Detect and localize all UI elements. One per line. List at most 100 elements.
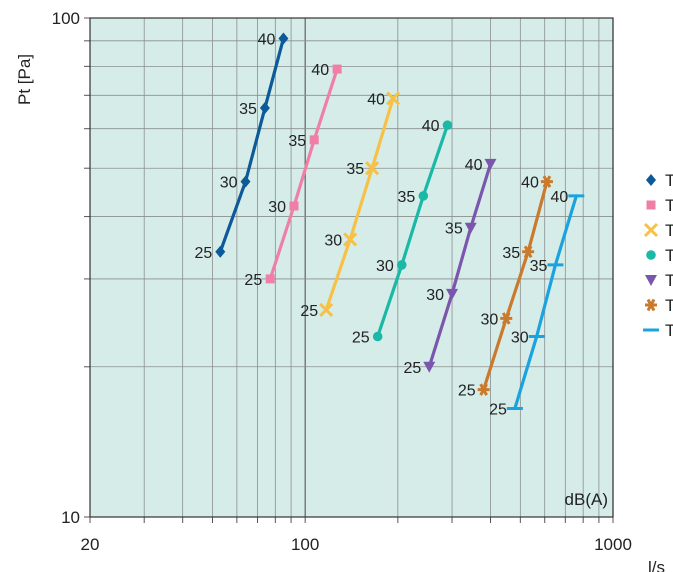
point-label: 30 [376, 258, 394, 275]
series-6: 25 30 35 40 [458, 175, 553, 400]
data-point [418, 191, 429, 201]
legend-label: T [665, 296, 673, 315]
data-point [446, 288, 459, 300]
data-point [365, 161, 380, 176]
point-label: 35 [502, 245, 520, 262]
x-axis-label: l/s [648, 558, 665, 572]
data-point [278, 32, 289, 45]
point-label: 25 [244, 272, 262, 289]
data-point [396, 260, 407, 270]
series-line [482, 180, 549, 392]
point-label: 25 [300, 303, 318, 320]
point-label: 30 [324, 232, 342, 249]
data-point [643, 222, 659, 238]
legend-label: T [665, 196, 673, 215]
x-tick-label: 20 [81, 535, 100, 554]
point-label: 35 [346, 161, 364, 178]
point-label: 25 [403, 360, 421, 377]
data-point [645, 298, 657, 312]
legend-label: T [665, 171, 673, 190]
tick-labels: 20 100 1000 10 100 [52, 9, 632, 554]
series-line [427, 162, 493, 369]
legend-label: T [665, 246, 673, 265]
legend-item: T [646, 171, 673, 190]
data-point [522, 245, 535, 259]
point-label: 35 [288, 133, 306, 150]
plot-frame [89, 17, 614, 518]
point-label: 35 [398, 189, 416, 206]
series-2: 25 30 35 40 [244, 62, 342, 289]
series-4: 25 30 35 40 [352, 118, 453, 346]
point-label: 35 [239, 101, 257, 118]
legend-label: T [665, 221, 673, 240]
point-label: 40 [465, 157, 483, 174]
data-point [215, 245, 226, 258]
series-5: 25 30 35 40 [403, 157, 497, 377]
series-line [218, 36, 286, 254]
point-label: 30 [426, 287, 444, 304]
point-label: 35 [445, 221, 463, 238]
series-7: 25 30 35 40 [489, 189, 585, 418]
data-point [309, 135, 319, 145]
series-line [513, 194, 578, 411]
data-point [646, 174, 656, 186]
data-point [423, 361, 436, 373]
data-point [484, 158, 497, 170]
data-point [646, 200, 656, 210]
legend-item: T [643, 221, 673, 240]
x-tick-label: 100 [291, 535, 319, 554]
legend-item: T [645, 296, 673, 315]
point-label: 25 [194, 245, 212, 262]
data-point [289, 201, 299, 211]
data-point [319, 302, 334, 317]
point-label: 30 [220, 175, 238, 192]
annotation-dba: dB(A) [565, 490, 608, 509]
legend-item: T [645, 271, 673, 290]
y-tick-label: 100 [52, 9, 80, 28]
data-point [442, 120, 453, 130]
data-point [464, 222, 477, 234]
series-line [324, 96, 395, 312]
point-label: 30 [480, 311, 498, 328]
y-tick-label: 10 [61, 508, 80, 527]
point-label: 40 [521, 175, 539, 192]
point-label: 25 [489, 401, 507, 418]
x-tick-label: 1000 [594, 535, 632, 554]
legend-item: T [643, 321, 673, 340]
series-3: 25 30 35 40 [300, 91, 401, 320]
point-label: 40 [258, 31, 276, 48]
plot-background [90, 18, 613, 517]
data-point [265, 274, 275, 284]
series-1: 25 30 35 40 [194, 31, 289, 262]
data-point [372, 331, 383, 342]
data-point [477, 383, 490, 396]
data-point [259, 102, 270, 115]
y-axis-label: Pt [Pa] [15, 54, 34, 105]
legend-item: T [646, 246, 673, 265]
data-point [540, 175, 553, 188]
data-point [646, 250, 656, 260]
series-layer: 25 30 35 40 25 30 35 40 25 30 35 40 25 30 35 40 25 30 35 40… [194, 31, 585, 418]
data-point [645, 275, 657, 286]
data-point [343, 232, 358, 247]
point-label: 40 [367, 91, 385, 108]
point-label: 30 [268, 199, 286, 216]
series-line [268, 67, 339, 281]
point-label: 25 [458, 383, 476, 400]
point-label: 30 [511, 329, 529, 346]
legend-label: T [665, 271, 673, 290]
point-label: 35 [530, 258, 548, 275]
point-label: 25 [352, 329, 370, 346]
point-label: 40 [551, 189, 569, 206]
point-label: 40 [311, 62, 329, 79]
series-line [376, 123, 450, 339]
legend-label: T [665, 321, 673, 340]
data-point [500, 312, 513, 325]
data-point [332, 64, 342, 74]
data-point [386, 91, 401, 106]
data-point [240, 175, 251, 188]
point-label: 40 [422, 118, 440, 135]
legend-item: T [646, 196, 673, 215]
